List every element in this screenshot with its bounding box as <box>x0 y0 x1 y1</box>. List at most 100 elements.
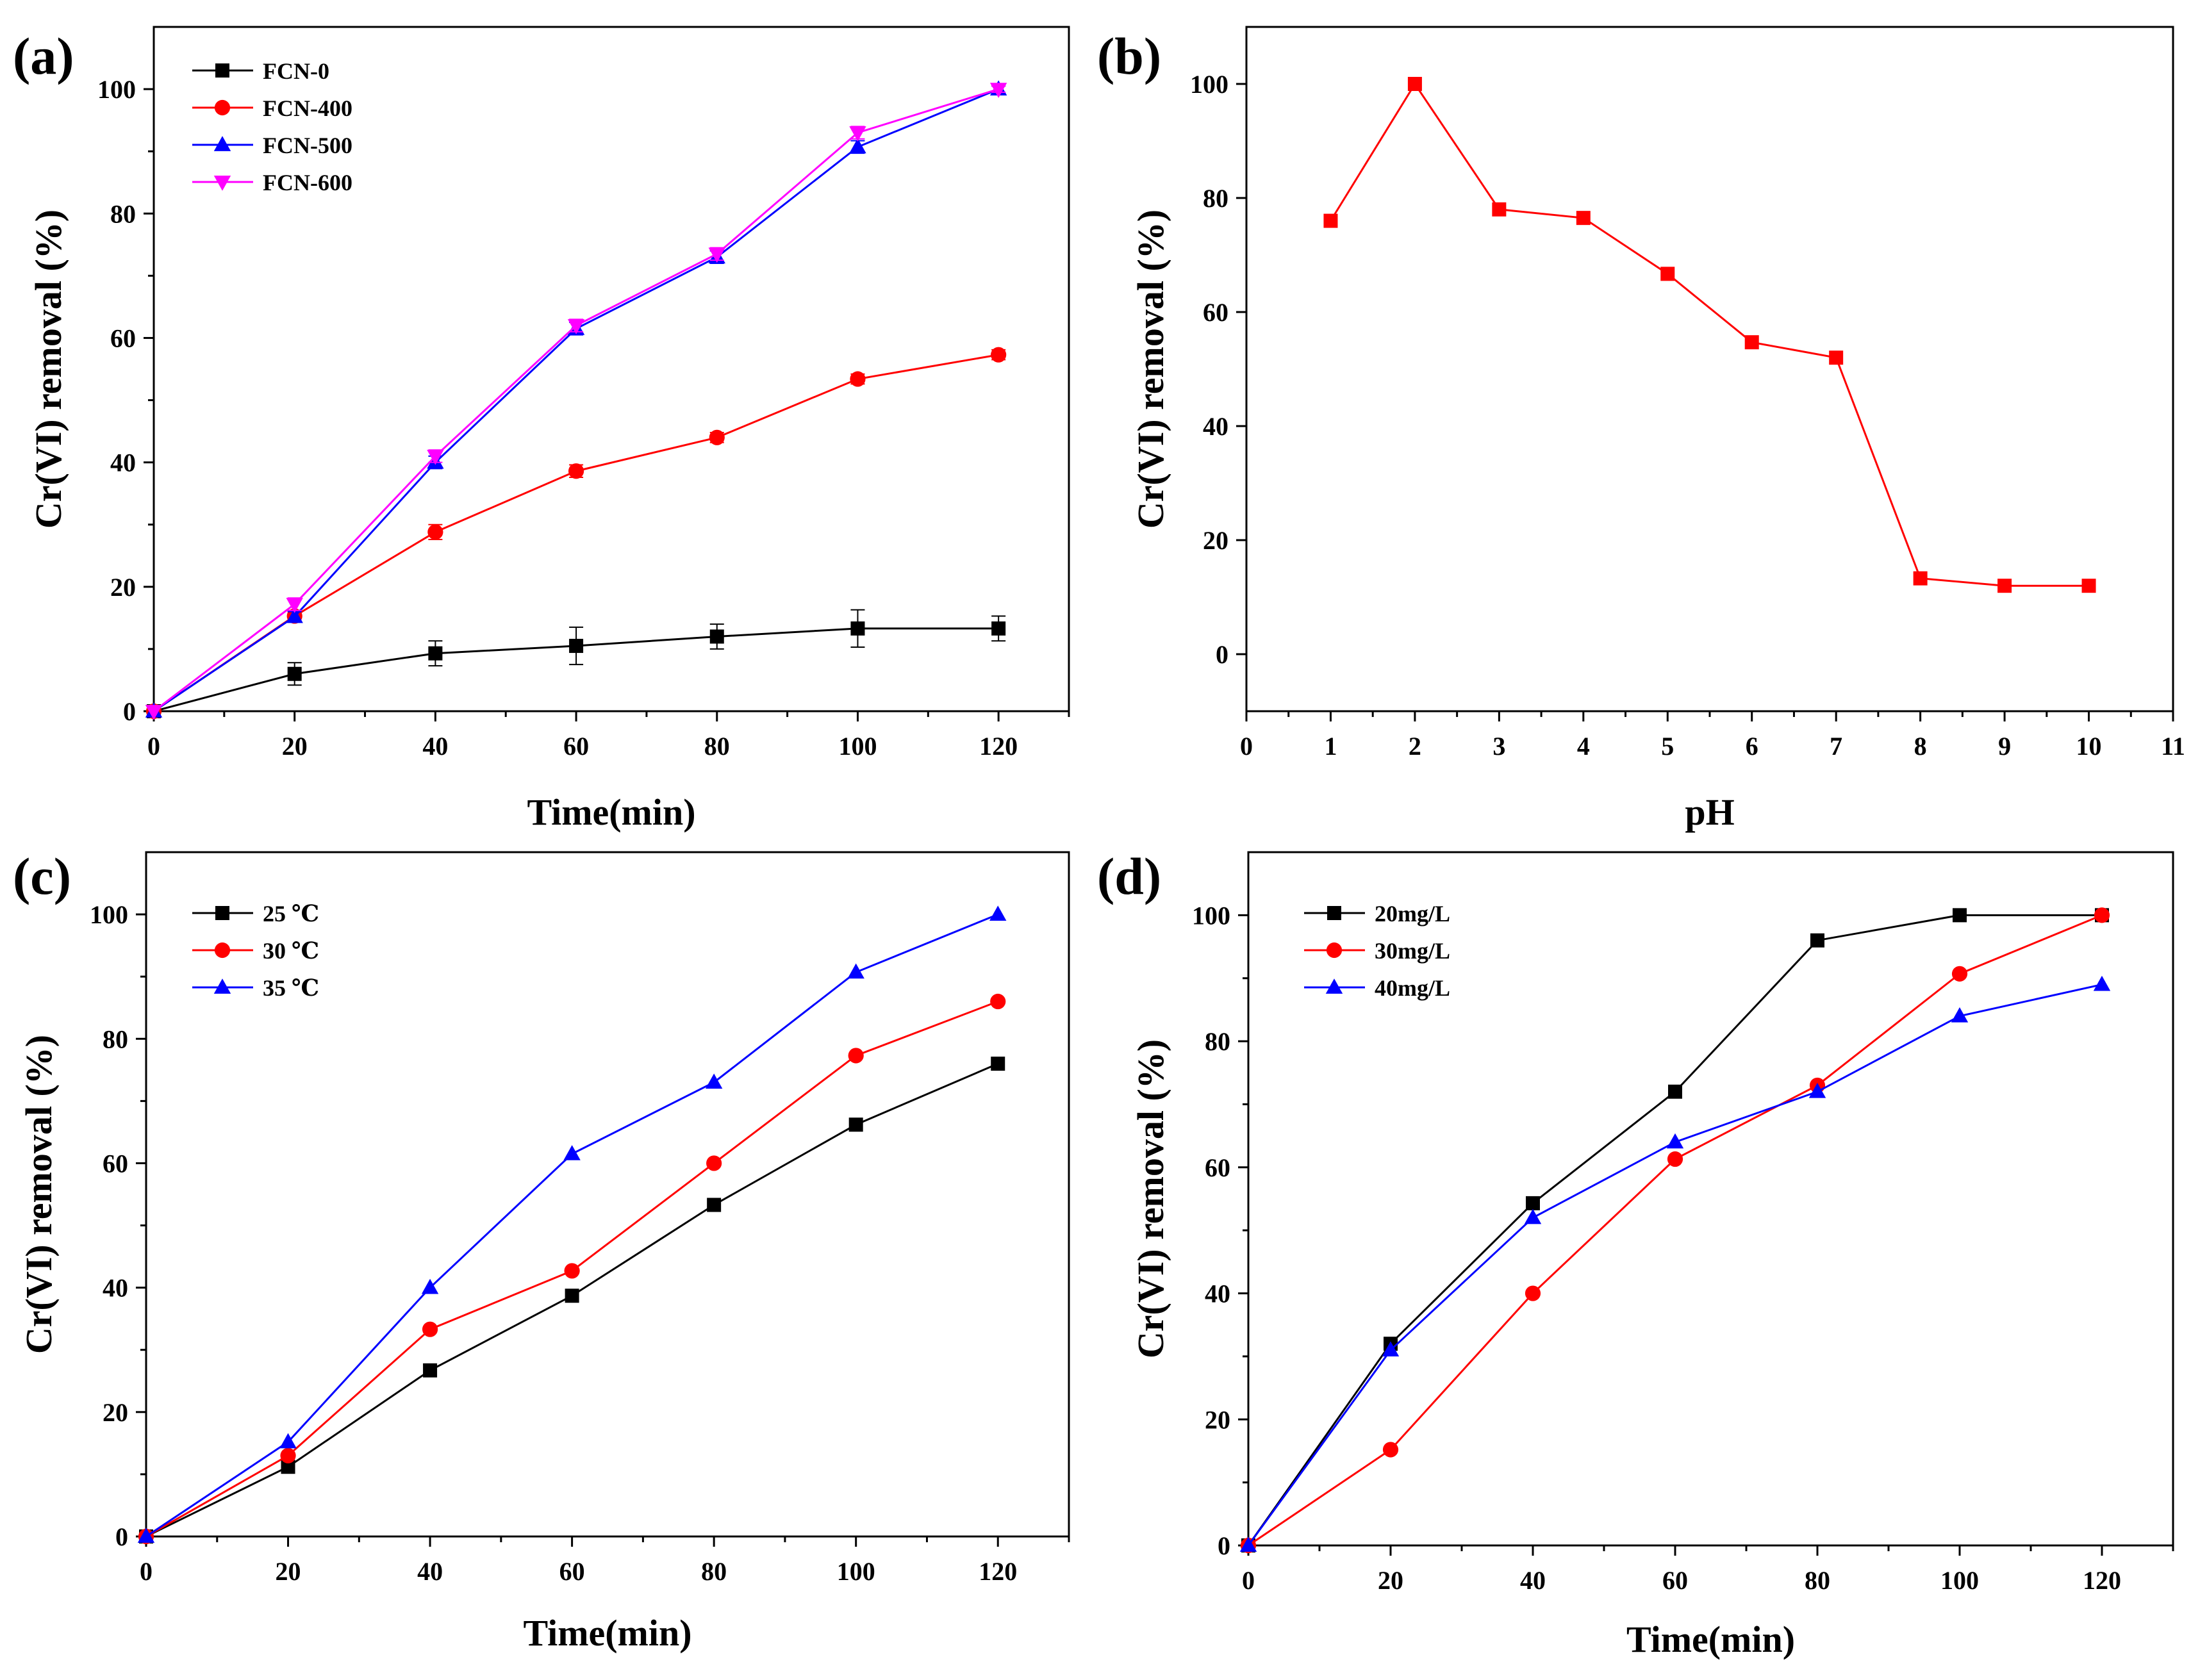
data-point <box>1810 933 1824 948</box>
y-tick-label: 80 <box>1203 184 1228 213</box>
plot-frame <box>1245 26 2174 712</box>
data-point <box>1744 335 1759 350</box>
legend: FCN-0 FCN-400 FCN-500 FCN-600 <box>192 58 352 195</box>
data-point <box>850 621 865 636</box>
legend-label: FCN-0 <box>263 58 329 84</box>
x-tick-label: 80 <box>1805 1566 1830 1595</box>
data-point <box>989 83 1007 98</box>
y-tick-label: 80 <box>1205 1027 1230 1056</box>
data-point <box>847 963 864 979</box>
y-tick-label: 40 <box>110 449 136 477</box>
data-point <box>991 1057 1005 1071</box>
data-point <box>1953 908 1967 923</box>
x-axis-label: Time(min) <box>527 791 695 833</box>
x-tick-label: 40 <box>1520 1566 1546 1595</box>
series-line <box>145 913 998 1538</box>
legend-label: 25 ℃ <box>263 901 319 926</box>
data-point <box>427 524 443 540</box>
legend-label: FCN-600 <box>263 170 352 195</box>
legend-marker <box>215 63 229 78</box>
data-point <box>279 1433 297 1449</box>
y-tick-label: 40 <box>103 1274 128 1303</box>
data-point <box>1382 1341 1400 1356</box>
x-tick-label: 120 <box>979 1557 1017 1586</box>
x-tick-label: 11 <box>2161 732 2185 761</box>
data-point <box>568 463 584 479</box>
plot-frame <box>1247 851 2174 1547</box>
y-tick-label: 0 <box>1216 640 1228 669</box>
data-point <box>286 598 303 613</box>
data-point <box>1997 579 2012 593</box>
data-point <box>145 705 163 720</box>
data-point <box>422 1321 438 1337</box>
data-point <box>850 371 866 387</box>
x-tick-label: 60 <box>563 732 589 761</box>
x-tick-label: 20 <box>1378 1566 1403 1595</box>
y-tick-label: 40 <box>1203 412 1228 441</box>
series-FCN-0 <box>147 609 1006 718</box>
data-point <box>1667 1151 1683 1167</box>
legend: 20mg/L 30mg/L 40mg/L <box>1304 901 1450 1001</box>
data-point <box>569 639 584 654</box>
x-tick-label: 0 <box>140 1557 153 1586</box>
series-40mg/L <box>1239 975 2111 1552</box>
data-point <box>848 1048 864 1064</box>
series-FCN-600 <box>145 83 1007 720</box>
data-point <box>423 1363 438 1378</box>
data-point <box>1951 1007 1969 1023</box>
y-tick-label: 0 <box>123 697 136 726</box>
x-tick-label: 5 <box>1661 732 1674 761</box>
x-tick-label: 120 <box>2083 1566 2121 1595</box>
y-tick-label: 100 <box>90 900 128 929</box>
data-point <box>708 247 725 263</box>
legend-label: 30mg/L <box>1375 938 1450 964</box>
plot-frame <box>153 26 1070 712</box>
x-tick-label: 3 <box>1492 732 1505 761</box>
legend-label: FCN-500 <box>263 133 352 158</box>
data-point <box>1913 571 1928 586</box>
y-tick-label: 60 <box>1203 298 1228 327</box>
x-tick-label: 0 <box>1242 1566 1255 1595</box>
x-tick-label: 0 <box>147 732 160 761</box>
data-point <box>990 993 1006 1010</box>
x-tick-label: 7 <box>1830 732 1842 761</box>
series-35 ℃ <box>137 905 1007 1543</box>
x-tick-label: 40 <box>422 732 448 761</box>
legend-marker <box>214 99 231 116</box>
data-point <box>1492 202 1507 217</box>
data-point <box>567 319 585 334</box>
series-25 ℃ <box>139 1057 1005 1544</box>
y-tick-label: 40 <box>1205 1280 1230 1308</box>
data-point <box>564 1263 580 1279</box>
chart-panel-2: 0 1 2 3 4 5 6 7 8 9 10 11 0 20 40 60 80 100 pH Cr(VI) remov… <box>1097 26 2185 833</box>
data-point <box>2094 907 2110 923</box>
legend-marker <box>215 906 229 920</box>
y-tick-label: 60 <box>1205 1153 1230 1182</box>
data-point <box>563 1145 581 1160</box>
legend-label: 35 ℃ <box>263 975 319 1001</box>
plot-frame <box>145 851 1070 1538</box>
x-tick-label: 4 <box>1577 732 1590 761</box>
y-tick-label: 80 <box>103 1025 128 1053</box>
legend-marker <box>1325 978 1343 994</box>
data-point <box>428 646 443 661</box>
data-point <box>991 621 1006 636</box>
chart-panel-1: 0 20 40 60 80 100 120 0 20 40 60 80 100 Time(min) Cr(V… <box>13 26 1070 833</box>
y-tick-label: 20 <box>110 573 136 602</box>
y-tick-label: 20 <box>1205 1405 1230 1434</box>
chart-panel-4: 0 20 40 60 80 100 120 0 20 40 60 80 100 Time(min) Cr(V… <box>1097 847 2174 1660</box>
x-tick-label: 20 <box>282 732 308 761</box>
legend-label: FCN-400 <box>263 95 352 121</box>
x-tick-label: 60 <box>559 1557 585 1586</box>
series-line <box>1247 984 2103 1546</box>
y-axis-label: Cr(VI) removal (%) <box>1130 1039 1171 1358</box>
y-axis-label: Cr(VI) removal (%) <box>18 1035 60 1354</box>
x-tick-label: 20 <box>276 1557 301 1586</box>
y-axis-label: Cr(VI) removal (%) <box>1130 210 1171 529</box>
data-point <box>1829 350 1844 365</box>
legend-label: 30 ℃ <box>263 938 319 964</box>
y-tick-label: 0 <box>1218 1531 1230 1560</box>
legend-label: 20mg/L <box>1375 901 1450 926</box>
y-tick-label: 60 <box>110 324 136 352</box>
